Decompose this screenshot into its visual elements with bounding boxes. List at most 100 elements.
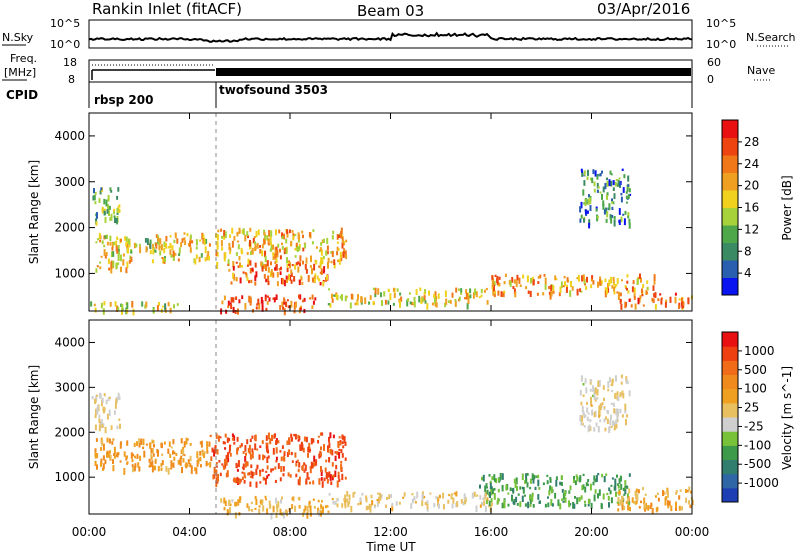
heatmap-cell <box>249 260 252 266</box>
heatmap-cell <box>180 438 183 444</box>
heatmap-cell <box>503 501 506 509</box>
heatmap-cell <box>235 277 238 282</box>
heatmap-cell <box>258 508 261 514</box>
heatmap-cell <box>593 475 596 481</box>
freq-label: Freq. <box>10 52 37 65</box>
heatmap-cell <box>460 288 463 293</box>
heatmap-cell <box>609 377 611 383</box>
heatmap-cell <box>251 451 254 459</box>
heatmap-cell <box>398 501 401 505</box>
heatmap-cell <box>637 297 640 305</box>
heatmap-cell <box>480 288 483 294</box>
heatmap-cell <box>464 498 467 505</box>
heatmap-cell <box>111 441 114 445</box>
heatmap-cell <box>605 207 607 212</box>
heatmap-cell <box>512 488 515 493</box>
heatmap-cell <box>184 464 187 467</box>
heatmap-cell <box>305 436 308 443</box>
heatmap-cell <box>550 290 553 297</box>
heatmap-cell <box>652 285 655 291</box>
heatmap-cell <box>183 237 186 241</box>
heatmap-cell <box>99 392 102 399</box>
heatmap-cell <box>674 292 677 296</box>
heatmap-cell <box>134 463 137 468</box>
heatmap-cell <box>308 442 311 449</box>
heatmap-cell <box>617 484 620 489</box>
heatmap-cell <box>633 296 636 300</box>
heatmap-cell <box>168 441 171 447</box>
heatmap-cell <box>189 240 192 248</box>
heatmap-cell <box>344 295 347 302</box>
heatmap-cell <box>311 277 314 283</box>
heatmap-cell <box>235 252 238 256</box>
heatmap-cell <box>480 294 483 298</box>
heatmap-cell <box>496 280 499 285</box>
heatmap-cell <box>283 279 286 287</box>
heatmap-cell <box>675 491 678 495</box>
heatmap-cell <box>631 286 634 293</box>
heatmap-cell <box>327 510 330 513</box>
heatmap-cell <box>116 305 119 312</box>
heatmap-cell <box>96 405 99 411</box>
heatmap-cell <box>239 262 241 268</box>
heatmap-cell <box>653 293 656 298</box>
heatmap-cell <box>254 262 257 268</box>
heatmap-cell <box>167 246 170 249</box>
heatmap-cell <box>667 500 669 506</box>
heatmap-cell <box>264 294 267 299</box>
heatmap-cell <box>458 296 461 301</box>
heatmap-cell <box>412 301 415 305</box>
heatmap-cell <box>326 479 329 484</box>
heatmap-cell <box>602 385 605 390</box>
heatmap-cell <box>610 414 612 420</box>
heatmap-cell <box>605 218 608 223</box>
heatmap-cell <box>611 285 614 289</box>
heatmap-cell <box>234 512 237 519</box>
heatmap-cell <box>100 302 103 309</box>
heatmap-cell <box>603 209 606 215</box>
heatmap-cell <box>145 443 148 446</box>
heatmap-cell <box>231 437 234 441</box>
heatmap-cell <box>152 243 155 250</box>
heatmap-cell <box>476 494 479 497</box>
heatmap-cell <box>450 495 453 500</box>
heatmap-cell <box>622 487 625 492</box>
heatmap-cell <box>485 499 488 505</box>
heatmap-cell <box>621 390 624 395</box>
heatmap-cell <box>140 438 143 445</box>
heatmap-cell <box>130 250 133 254</box>
heatmap-cell <box>96 394 99 397</box>
heatmap-cell <box>258 454 261 460</box>
heatmap-cell <box>482 474 485 482</box>
heatmap-cell <box>265 470 268 473</box>
heatmap-cell <box>108 409 111 417</box>
heatmap-cell <box>600 282 603 286</box>
heatmap-cell <box>613 216 616 220</box>
heatmap-cell <box>190 467 193 474</box>
heatmap-cell <box>245 452 247 456</box>
heatmap-cell <box>136 453 139 459</box>
heatmap-cell <box>231 499 234 503</box>
heatmap-cell <box>340 460 343 464</box>
heatmap-cell <box>266 465 269 470</box>
heatmap-cell <box>229 445 231 451</box>
heatmap-cell <box>625 419 627 426</box>
heatmap-cell <box>524 494 526 497</box>
heatmap-cell <box>607 388 610 392</box>
heatmap-cell <box>216 241 219 248</box>
heatmap-cell <box>266 235 269 241</box>
heatmap-cell <box>246 264 249 267</box>
heatmap-cell <box>206 444 209 452</box>
heatmap-cell <box>392 287 395 292</box>
heatmap-cell <box>320 505 323 509</box>
heatmap-cell <box>258 505 261 508</box>
heatmap-cell <box>505 484 508 491</box>
heatmap-cell <box>293 276 296 282</box>
heatmap-cell <box>295 473 298 478</box>
heatmap-cell <box>103 244 106 248</box>
heatmap-cell <box>493 290 496 294</box>
heatmap-cell <box>474 288 477 295</box>
heatmap-cell <box>164 307 167 313</box>
heatmap-cell <box>573 503 576 509</box>
heatmap-cell <box>274 261 277 264</box>
